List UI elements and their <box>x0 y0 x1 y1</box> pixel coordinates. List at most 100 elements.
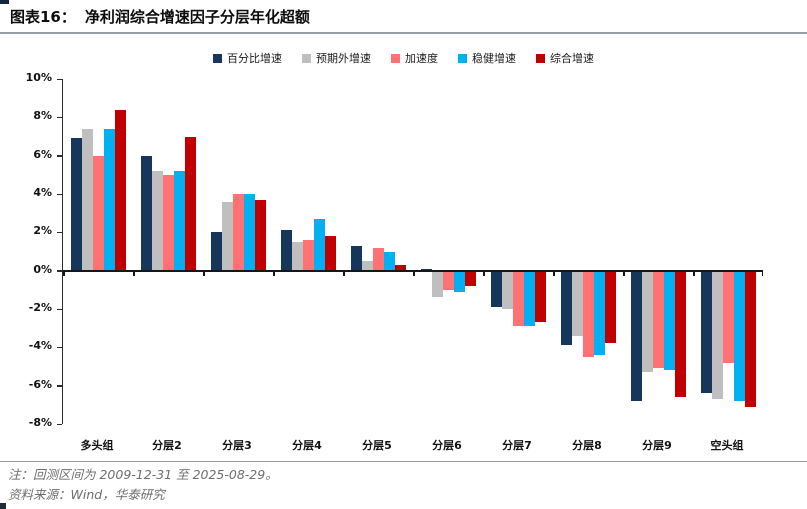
bar <box>291 241 303 271</box>
y-axis-tick <box>57 231 62 234</box>
y-axis-label: 6% <box>33 147 52 161</box>
y-axis-tick <box>57 78 62 80</box>
x-axis-labels: 多头组 分层2 分层3 分层4 分层5 分层6 分层7 分层8 分层9 空头组 <box>62 437 762 453</box>
legend-label: 预期外增速 <box>316 52 371 65</box>
x-axis-line <box>63 269 763 272</box>
legend-item: 预期外增速 <box>302 50 371 66</box>
legend-label: 稳健增速 <box>472 52 516 65</box>
legend-swatch <box>391 53 400 63</box>
bar <box>324 236 336 271</box>
y-axis-label: -2% <box>28 301 52 314</box>
bar <box>512 270 524 327</box>
legend-swatch <box>213 53 222 63</box>
y-axis-label: 0% <box>33 262 52 276</box>
x-axis-tick <box>693 271 695 276</box>
x-axis-label: 分层9 <box>642 439 672 452</box>
bar <box>453 270 465 292</box>
x-axis-tick <box>343 271 345 276</box>
bar <box>92 155 104 271</box>
bar <box>674 270 686 398</box>
bar <box>162 174 174 271</box>
x-axis-tick <box>623 271 625 276</box>
y-axis-tick <box>57 308 62 310</box>
bar <box>313 218 325 271</box>
bar <box>383 251 395 271</box>
x-axis-tick <box>761 271 763 276</box>
figure-number-label: 图表16： <box>10 8 76 26</box>
bar <box>70 138 82 271</box>
bar <box>243 194 255 271</box>
legend-label: 百分比增速 <box>227 52 282 65</box>
bar <box>372 247 384 271</box>
bar <box>534 270 546 323</box>
x-axis-label: 分层2 <box>152 439 182 452</box>
legend-label: 加速度 <box>405 52 438 65</box>
y-axis-label: 2% <box>33 224 52 238</box>
legend-item: 加速度 <box>391 50 438 66</box>
bar <box>641 270 653 373</box>
y-axis-label: -6% <box>28 377 52 391</box>
x-axis-label: 分层3 <box>222 439 252 452</box>
bar <box>523 270 535 327</box>
y-axis-label: 8% <box>33 109 52 123</box>
legend-swatch <box>536 53 545 63</box>
x-axis-tick <box>203 271 205 276</box>
note-text: 注：回测区间为 2009-12-31 至 2025-08-29。 <box>8 467 278 482</box>
x-axis-label: 分层6 <box>432 439 462 452</box>
bar <box>210 232 222 271</box>
chart-legend: 百分比增速 预期外增速 加速度 稳健增速 综合增速 <box>0 50 807 66</box>
table-border-fragment-top <box>0 0 9 4</box>
legend-item: 稳健增速 <box>458 50 516 66</box>
bar <box>103 128 115 271</box>
bar <box>560 270 572 346</box>
bar <box>501 270 513 309</box>
x-axis-label: 分层5 <box>362 439 392 452</box>
bar <box>652 270 664 369</box>
y-axis-label: 10% <box>25 71 52 84</box>
bar <box>711 270 723 400</box>
bar <box>140 155 152 271</box>
plot-area <box>62 79 763 424</box>
legend-label: 综合增速 <box>550 52 594 65</box>
header-divider <box>0 32 807 34</box>
bar <box>582 270 594 357</box>
bar <box>114 109 126 271</box>
legend-swatch <box>302 53 311 63</box>
bar <box>700 270 712 394</box>
y-axis-tick <box>57 385 62 387</box>
bar <box>431 270 443 298</box>
y-axis-tick <box>57 270 62 272</box>
footnote-divider <box>0 461 807 462</box>
x-axis-tick <box>133 271 135 276</box>
bar <box>151 171 163 271</box>
bar <box>361 261 373 271</box>
bar <box>663 270 675 371</box>
x-axis-label: 空头组 <box>710 439 744 452</box>
bar <box>604 270 616 344</box>
x-axis-tick <box>413 271 415 276</box>
x-axis-tick <box>63 271 65 276</box>
legend-item: 综合增速 <box>536 50 594 66</box>
y-axis-tick <box>57 346 62 349</box>
bar <box>722 270 734 363</box>
bar <box>464 270 476 286</box>
bar <box>630 270 642 401</box>
x-axis-label: 分层4 <box>292 439 322 452</box>
y-axis-tick <box>57 423 62 425</box>
x-axis-label: 分层7 <box>502 439 532 452</box>
y-axis-tick <box>57 116 62 119</box>
source-text: 资料来源：Wind，华泰研究 <box>8 487 165 502</box>
x-axis-label: 多头组 <box>80 439 114 452</box>
bar <box>744 270 756 407</box>
figure-header: 图表16： 净利润综合增速因子分层年化超额 <box>10 6 310 27</box>
bar <box>221 201 233 271</box>
figure-title: 净利润综合增速因子分层年化超额 <box>84 8 310 26</box>
table-border-fragment-bottom <box>0 503 6 509</box>
y-axis-label: -4% <box>28 339 52 353</box>
bar <box>184 136 196 271</box>
y-axis-tick <box>57 155 62 157</box>
bar <box>733 270 745 401</box>
bar <box>81 128 93 271</box>
bar <box>232 194 244 271</box>
bar <box>280 230 292 271</box>
